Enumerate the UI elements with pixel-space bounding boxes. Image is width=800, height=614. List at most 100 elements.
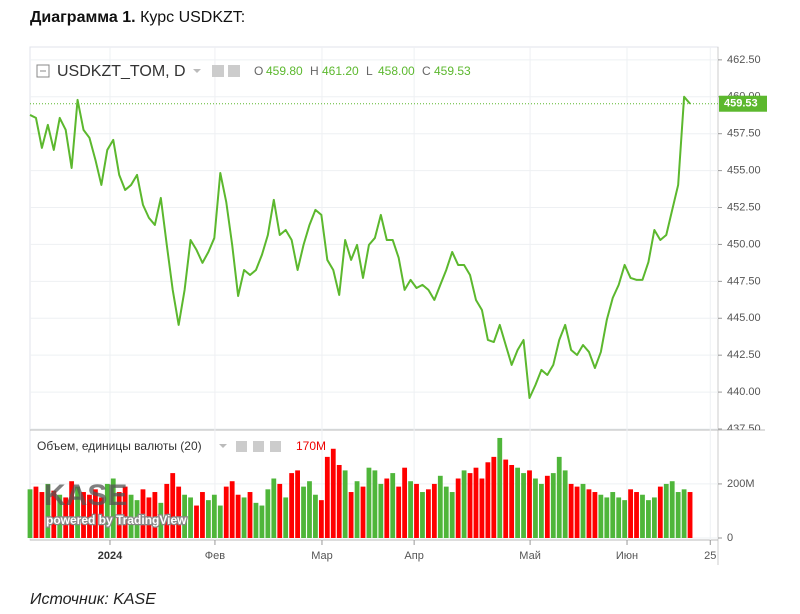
volume-title: Объем, единицы валюты (20) xyxy=(37,439,202,453)
volume-hide-icon[interactable] xyxy=(253,441,264,452)
y-tick-label: 0 xyxy=(727,532,733,544)
volume-bar xyxy=(247,492,253,538)
volume-bar xyxy=(128,494,134,538)
ohlc-key: O xyxy=(254,64,263,78)
volume-bar xyxy=(271,478,277,538)
volume-bar xyxy=(330,448,336,538)
volume-bar xyxy=(657,486,663,538)
volume-bar xyxy=(217,505,223,538)
volume-bar xyxy=(223,486,229,538)
volume-bar xyxy=(663,483,669,538)
volume-bar xyxy=(104,483,110,538)
volume-bar xyxy=(556,456,562,538)
menu-arrow[interactable] xyxy=(193,69,201,73)
volume-bar xyxy=(455,478,461,538)
volume-close-icon[interactable] xyxy=(270,441,281,452)
x-tick-label: Май xyxy=(519,550,541,562)
ohlc-value: 459.53 xyxy=(434,64,471,78)
plot-frame xyxy=(29,46,719,541)
volume-bar xyxy=(533,478,538,538)
volume-bar xyxy=(646,500,651,538)
volume-bar xyxy=(622,500,628,538)
volume-bar xyxy=(437,475,443,538)
y-tick-label: 455.00 xyxy=(727,165,761,177)
volume-bar xyxy=(140,489,146,538)
volume-bar xyxy=(538,483,544,538)
volume-bar xyxy=(27,489,33,538)
ohlc-key: H xyxy=(310,64,319,78)
volume-bar xyxy=(318,500,324,538)
volume-bar xyxy=(235,494,241,538)
volume-bar xyxy=(342,470,348,538)
volume-bar xyxy=(467,473,473,538)
volume-bar xyxy=(122,486,128,538)
y-tick-label: 442.50 xyxy=(727,349,761,361)
volume-menu-arrow[interactable] xyxy=(219,444,227,448)
volume-bar xyxy=(146,497,152,538)
volume-bar xyxy=(634,492,639,538)
volume-bar xyxy=(170,473,176,538)
settings-icon[interactable] xyxy=(212,65,224,77)
last-price-label: 459.53 xyxy=(724,98,758,110)
ohlc-value: 458.00 xyxy=(378,64,415,78)
ohlc-value: 459.80 xyxy=(266,64,303,78)
volume-bar xyxy=(521,473,526,538)
volume-bar xyxy=(431,483,437,538)
volume-bar xyxy=(461,470,467,538)
y-tick-label: 457.50 xyxy=(727,128,761,140)
volume-bar xyxy=(509,464,515,538)
volume-bar xyxy=(574,486,580,538)
volume-bar xyxy=(396,486,402,538)
volume-bar xyxy=(449,492,455,538)
volume-bar xyxy=(568,483,574,538)
volume-bar xyxy=(63,497,69,538)
x-tick-label: 2024 xyxy=(98,550,123,562)
ohlc-key: C xyxy=(422,64,431,78)
volume-bar xyxy=(253,502,259,538)
volume-bar xyxy=(164,483,170,538)
volume-bar xyxy=(592,492,598,538)
volume-settings-icon[interactable] xyxy=(236,441,247,452)
hide-icon[interactable] xyxy=(228,65,240,77)
volume-bar xyxy=(313,494,318,538)
ohlc-value: 461.20 xyxy=(322,64,359,78)
volume-bar xyxy=(390,473,396,538)
volume-legend-value: 170M xyxy=(296,439,326,453)
volume-bar xyxy=(324,456,330,538)
volume-bar xyxy=(51,490,57,538)
volume-bar xyxy=(158,502,164,538)
volume-bar xyxy=(586,489,592,538)
volume-bar xyxy=(473,467,479,538)
y-tick-label: 445.00 xyxy=(727,312,761,324)
y-tick-label: 452.50 xyxy=(727,201,761,213)
volume-bar xyxy=(265,489,271,538)
volume-bar xyxy=(420,492,425,538)
volume-bar xyxy=(307,481,312,538)
watermark-caption: powered by TradingView xyxy=(46,513,187,527)
volume-bar xyxy=(550,473,556,538)
volume-bar xyxy=(39,492,45,538)
volume-bar xyxy=(87,494,92,538)
y-tick-label: 437.50 xyxy=(727,423,761,435)
volume-bar xyxy=(687,492,693,538)
heading-bold: Диаграмма 1. xyxy=(30,9,136,26)
volume-bar xyxy=(515,467,521,538)
volume-bar xyxy=(527,470,532,538)
volume-bar xyxy=(544,475,550,538)
volume-bar xyxy=(194,505,199,538)
volume-bar xyxy=(503,459,509,538)
volume-bar xyxy=(681,489,687,538)
collapse-icon[interactable] xyxy=(36,64,50,78)
volume-bar xyxy=(402,467,408,538)
volume-bar xyxy=(152,492,158,538)
ohlc-key: L xyxy=(366,64,373,78)
y-tick-label: 450.00 xyxy=(727,238,761,250)
volume-bar xyxy=(348,492,354,538)
x-tick-label: Июн xyxy=(616,550,638,562)
volume-bar xyxy=(384,478,390,538)
volume-bar xyxy=(200,492,205,538)
volume-bar xyxy=(360,486,366,538)
volume-bar xyxy=(33,486,39,538)
volume-bar xyxy=(426,489,431,538)
